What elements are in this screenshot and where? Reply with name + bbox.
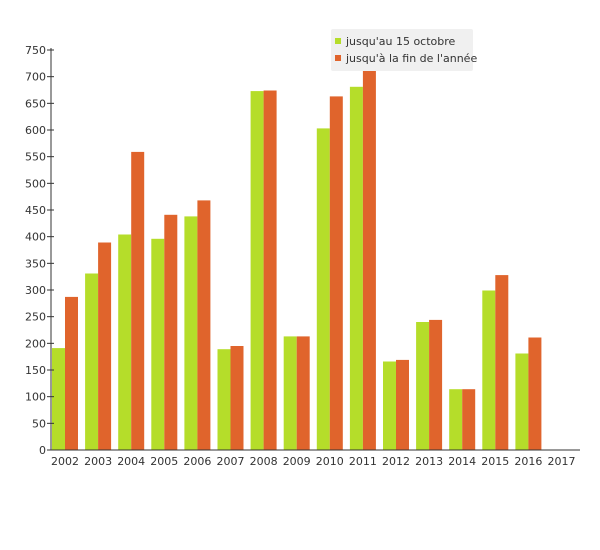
bar-2003-series-2: [98, 242, 112, 450]
y-tick-label-500: 500: [25, 177, 46, 190]
y-tick-label-50: 50: [32, 417, 46, 430]
bar-2004-series-2: [131, 151, 145, 450]
bar-2007-series-2: [230, 346, 244, 450]
bar-2012-series-2: [396, 359, 409, 450]
y-tick-label-600: 600: [25, 124, 46, 137]
axes-group: 0 50 100 150 200 250 300 350 400 450 500 550 600 650 7…: [25, 44, 580, 468]
bar-2011-series-1: [349, 86, 363, 451]
x-tick-label-2004: 2004: [117, 455, 145, 468]
y-tick-label-350: 350: [25, 257, 46, 270]
x-tick-label-2017: 2017: [548, 455, 576, 468]
x-tick-label-2011: 2011: [349, 455, 377, 468]
y-tick-label-200: 200: [25, 337, 46, 350]
bar-2006-series-2: [197, 200, 211, 450]
bar-2013-series-1: [416, 322, 430, 450]
bar-2016-series-2: [528, 337, 542, 450]
x-tick-label-2007: 2007: [217, 455, 245, 468]
y-tick-label-0: 0: [39, 444, 46, 457]
x-tick-label-2006: 2006: [183, 455, 211, 468]
bars-group: [52, 70, 542, 451]
bar-2008-series-2: [263, 90, 277, 450]
legend-item-series-2: jusqu'à la fin de l'année: [335, 51, 477, 65]
x-tick-label-2008: 2008: [250, 455, 278, 468]
bar-2003-series-1: [85, 273, 99, 450]
y-tick-label-550: 550: [25, 151, 46, 164]
bar-2008-series-1: [250, 91, 264, 450]
x-tick-label-2002: 2002: [51, 455, 79, 468]
bar-2016-series-1: [515, 353, 529, 450]
legend-swatch-series-1: [335, 38, 341, 44]
bar-2002-series-2: [65, 296, 78, 450]
bar-2014-series-1: [449, 389, 463, 450]
legend-swatch-series-2: [335, 55, 341, 61]
x-tick-label-2012: 2012: [382, 455, 410, 468]
bar-2010-series-2: [329, 96, 343, 451]
bar-2010-series-1: [316, 128, 330, 450]
bar-2007-series-1: [217, 349, 231, 450]
bar-2002-series-1: [52, 348, 65, 450]
bar-2014-series-2: [462, 389, 476, 450]
y-tick-label-450: 450: [25, 204, 46, 217]
x-tick-label-2016: 2016: [514, 455, 542, 468]
x-tick-label-2005: 2005: [150, 455, 178, 468]
bar-2005-series-2: [164, 214, 178, 450]
y-tick-label-100: 100: [25, 391, 46, 404]
x-tick-label-2003: 2003: [84, 455, 112, 468]
y-tick-label-250: 250: [25, 311, 46, 324]
x-tick-label-2010: 2010: [316, 455, 344, 468]
bar-2011-series-2: [362, 70, 376, 451]
bar-2015-series-2: [495, 275, 509, 450]
x-tick-label-2014: 2014: [448, 455, 476, 468]
x-tick-label-2015: 2015: [481, 455, 509, 468]
bar-2009-series-1: [283, 336, 297, 450]
bar-2009-series-2: [296, 336, 310, 450]
bar-2006-series-1: [184, 216, 198, 450]
bar-2012-series-1: [383, 361, 396, 450]
bar-2013-series-2: [429, 319, 443, 450]
legend-item-series-1: jusqu'au 15 octobre: [335, 34, 455, 48]
bar-2004-series-1: [118, 234, 132, 450]
y-tick-label-650: 650: [25, 97, 46, 110]
y-tick-label-400: 400: [25, 231, 46, 244]
bar-2005-series-1: [151, 238, 165, 450]
y-tick-label-300: 300: [25, 284, 46, 297]
y-tick-label-700: 700: [25, 71, 46, 84]
x-tick-label-2013: 2013: [415, 455, 443, 468]
legend-label-series-2: jusqu'à la fin de l'année: [346, 51, 478, 65]
y-tick-label-750: 750: [25, 44, 46, 57]
bar-2015-series-1: [482, 290, 496, 450]
legend: jusqu'au 15 octobre jusqu'à la fin de l'…: [331, 29, 477, 71]
y-tick-label-150: 150: [25, 364, 46, 377]
legend-label-series-1: jusqu'au 15 octobre: [346, 34, 456, 48]
x-tick-label-2009: 2009: [283, 455, 311, 468]
